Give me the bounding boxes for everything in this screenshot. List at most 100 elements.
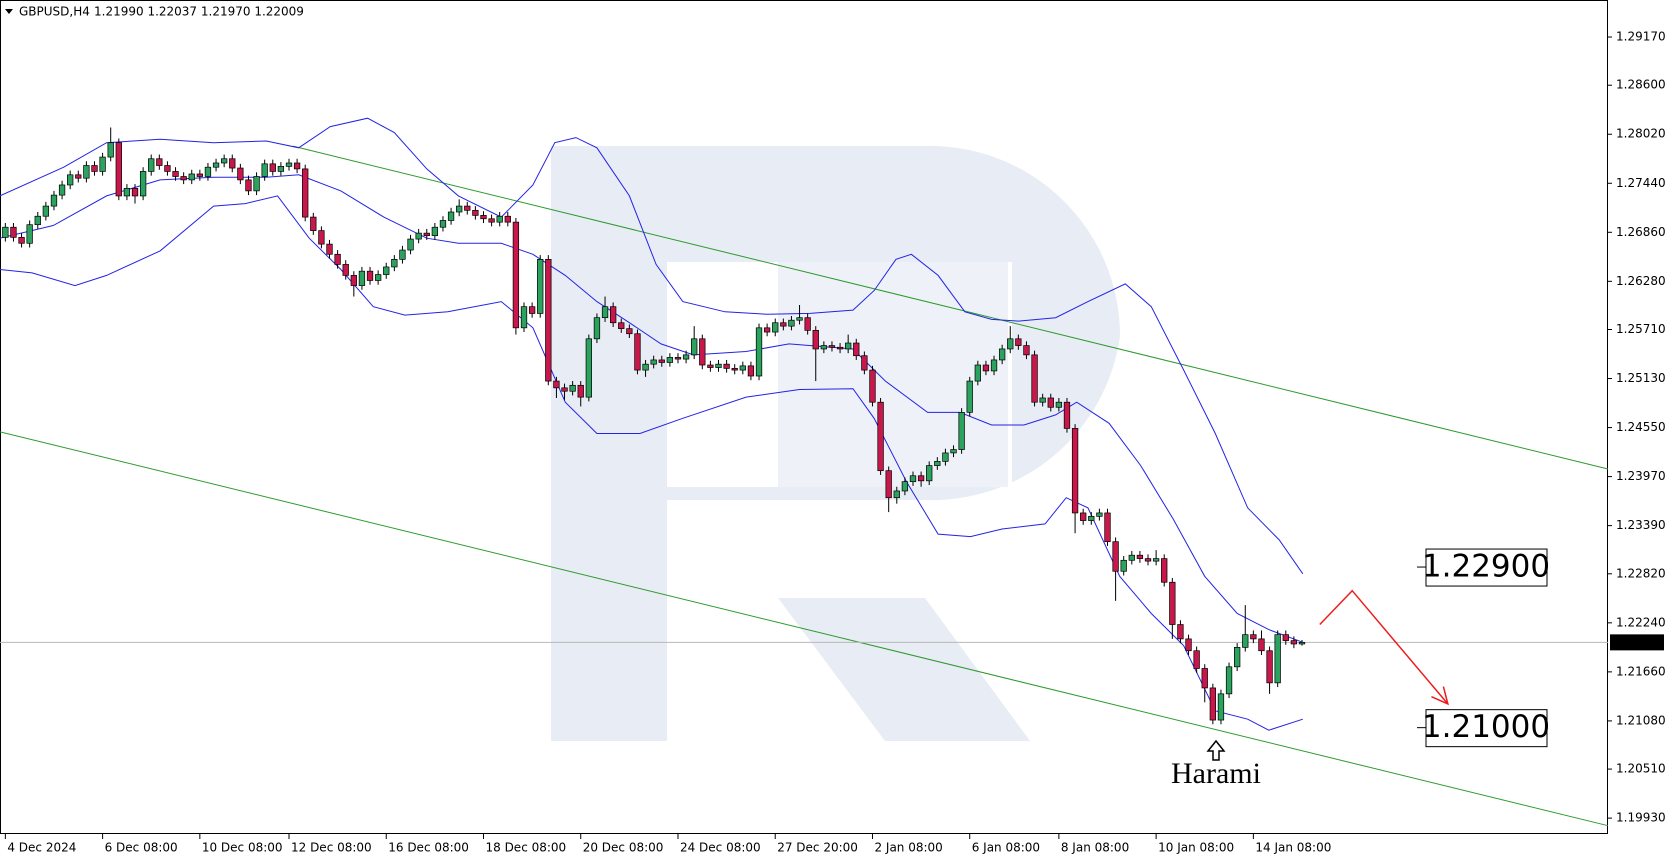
x-tick-label: 10 Dec 08:00 — [202, 841, 283, 855]
y-tick-label: 1.20510 — [1616, 762, 1666, 776]
y-tick-label: 1.26280 — [1616, 274, 1666, 288]
candle-body — [399, 249, 406, 260]
candle-body — [788, 319, 795, 327]
candle-body — [245, 179, 252, 192]
candle-body — [180, 176, 187, 181]
candle-body — [1193, 650, 1200, 669]
candle-body — [1250, 634, 1257, 640]
forecast-arrow — [1319, 589, 1449, 705]
candle-body — [26, 224, 33, 244]
candle-body — [447, 211, 455, 221]
candle-body — [34, 215, 41, 226]
price-label: 1.22009 — [1614, 635, 1664, 649]
candle-body — [480, 215, 487, 220]
y-tick-label: 1.23390 — [1616, 518, 1666, 532]
candle-body — [326, 243, 333, 255]
candle-body — [658, 359, 665, 363]
candle-body — [780, 322, 787, 327]
candle-body — [926, 465, 933, 482]
candle-body — [812, 330, 819, 350]
y-tick-label: 1.28600 — [1616, 78, 1666, 92]
candle-body — [253, 176, 260, 192]
candle-body — [261, 163, 268, 177]
candle-body — [804, 317, 811, 331]
candle-body — [415, 232, 422, 240]
candle-body — [374, 274, 382, 281]
candle-body — [204, 166, 212, 177]
candle-body — [512, 221, 520, 329]
harami-label: Harami — [1171, 757, 1261, 790]
candle-body — [901, 481, 909, 492]
candle-body — [18, 237, 25, 244]
bollinger-band — [0, 195, 1303, 731]
candle-body — [966, 380, 973, 413]
candle-body — [302, 168, 309, 218]
x-tick-label: 20 Dec 08:00 — [583, 841, 664, 855]
candle-body — [942, 452, 949, 462]
candle-body — [682, 354, 690, 360]
candle-body — [350, 275, 357, 286]
candle-body — [707, 364, 714, 368]
candle-body — [237, 167, 244, 181]
candle-body — [293, 162, 301, 170]
candle-body — [504, 215, 511, 223]
candle-body — [1298, 642, 1306, 645]
candle-body — [107, 142, 114, 158]
candle-body — [950, 449, 957, 454]
candle-body — [148, 158, 155, 172]
candle-body — [156, 158, 163, 166]
candle-body — [1234, 647, 1241, 668]
candle-body — [496, 215, 503, 223]
candle-body — [1290, 640, 1298, 645]
y-tick-label: 1.22820 — [1616, 566, 1666, 580]
x-tick-label: 6 Dec 08:00 — [105, 841, 178, 855]
x-tick-label: 8 Jan 08:00 — [1061, 841, 1129, 855]
candle-body — [666, 357, 674, 363]
x-tick-label: 14 Jan 08:00 — [1255, 841, 1331, 855]
candle-body — [221, 158, 228, 164]
candle-body — [869, 369, 876, 403]
candle-body — [277, 166, 285, 172]
candle-body — [1007, 338, 1014, 350]
candle-body — [131, 187, 139, 197]
candle-body — [861, 355, 868, 371]
candle-body — [1096, 512, 1103, 517]
candle-body — [601, 306, 609, 319]
candle-body — [885, 470, 892, 499]
candle-body — [1112, 541, 1119, 572]
y-tick-label: 1.24550 — [1616, 420, 1666, 434]
candle-body — [58, 184, 66, 196]
candle-body — [699, 338, 706, 366]
candle-body — [472, 209, 479, 216]
x-tick-label: 24 Dec 08:00 — [680, 841, 761, 855]
candle-body — [139, 171, 147, 197]
candle-body — [1217, 693, 1225, 721]
candle-body — [982, 364, 990, 372]
y-tick-label: 1.25130 — [1616, 371, 1666, 385]
candle-body — [537, 258, 544, 314]
candle-body — [115, 142, 122, 197]
candle-body — [561, 387, 568, 392]
symbol: GBPUSD,H4 — [19, 5, 90, 19]
candle-body — [229, 158, 236, 169]
candle-body — [99, 156, 106, 172]
candle-body — [212, 162, 220, 168]
candle-body — [1015, 338, 1022, 346]
y-tick-label: 1.23970 — [1616, 469, 1666, 483]
candle-body — [1104, 512, 1111, 543]
candle-body — [488, 218, 495, 223]
x-tick-label: 6 Jan 08:00 — [972, 841, 1040, 855]
ohlc-text: 1.21990 1.22037 1.21970 1.22009 — [94, 5, 304, 19]
candle-body — [67, 174, 74, 186]
candle-body — [528, 306, 536, 314]
candle-body — [1055, 401, 1063, 408]
candle-body — [50, 194, 58, 207]
candle-body — [1144, 558, 1152, 562]
candle-body — [1161, 558, 1168, 583]
candle-body — [1023, 345, 1030, 356]
candle-body — [310, 216, 317, 231]
candle-body — [772, 322, 779, 333]
candle-body — [164, 165, 171, 172]
candle-body — [1258, 638, 1265, 652]
